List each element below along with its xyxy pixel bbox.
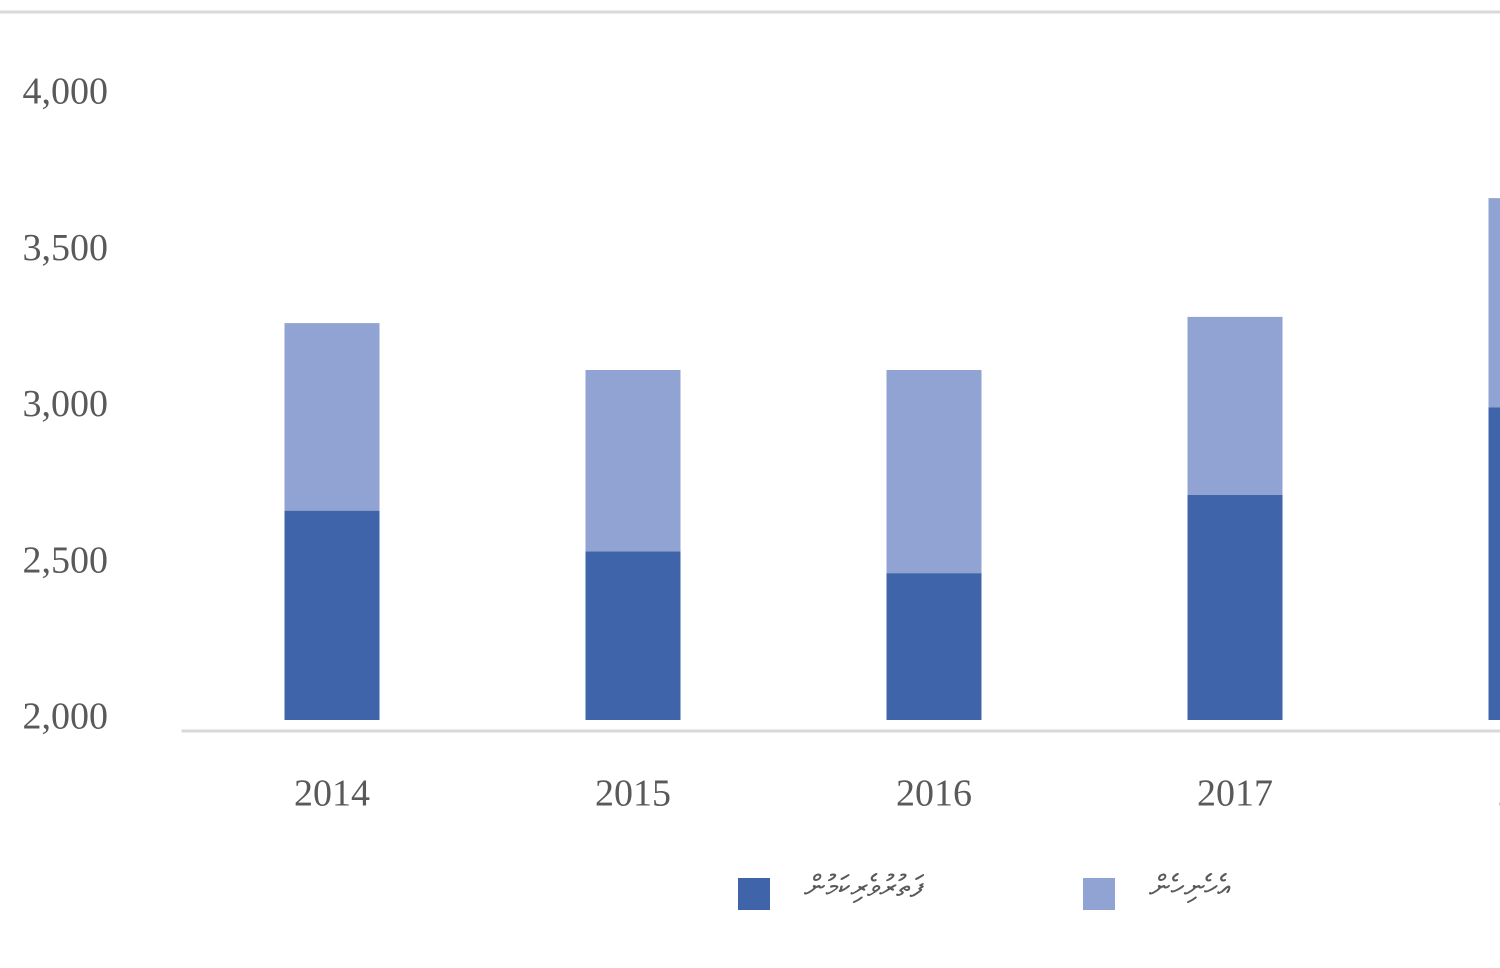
bar-segment: [585, 370, 681, 552]
y-tick-label: 2,000: [23, 696, 109, 738]
bar-segment: [1187, 316, 1283, 495]
bar-segment: [886, 370, 982, 574]
y-tick-label: 3,500: [23, 227, 109, 269]
bar-segment: [585, 551, 681, 720]
bar-segment: [284, 323, 380, 511]
y-tick-label: 4,000: [23, 71, 109, 113]
legend-swatch: [1083, 878, 1115, 910]
bar-segment: [1488, 407, 1500, 720]
x-tick-label: 2018: [1498, 773, 1500, 815]
legend-swatch: [738, 878, 770, 910]
x-tick-label: 2016: [896, 773, 972, 815]
bar-segment: [1488, 198, 1500, 408]
legend-text: ފަތުރުވެރިކަމުން: [804, 870, 925, 905]
x-tick-label: 2015: [595, 773, 671, 815]
y-tick-label: 3,000: [23, 383, 109, 425]
legend-text: އެހެނިހެން: [1149, 870, 1231, 905]
x-tick-label: 2014: [294, 773, 370, 815]
bar-segment: [284, 510, 380, 720]
bar-segment: [1187, 495, 1283, 720]
x-tick-label: 2017: [1197, 773, 1273, 815]
y-tick-label: 2,500: [23, 539, 109, 581]
bar-segment: [886, 573, 982, 720]
